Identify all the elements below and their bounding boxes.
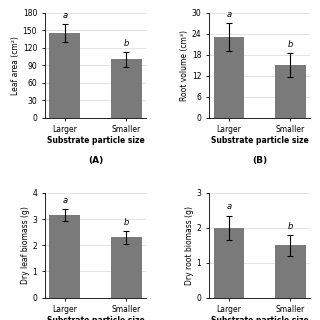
Y-axis label: Dry root biomass (g): Dry root biomass (g) <box>185 206 194 285</box>
Text: b: b <box>288 40 293 49</box>
Bar <box>275 65 306 117</box>
Text: b: b <box>124 39 129 48</box>
X-axis label: Substrate particle size: Substrate particle size <box>211 316 308 320</box>
Text: (B): (B) <box>252 156 267 165</box>
Text: a: a <box>62 196 67 205</box>
Bar <box>111 59 141 117</box>
Text: (A): (A) <box>88 156 103 165</box>
Text: a: a <box>227 202 232 212</box>
Bar <box>275 245 306 298</box>
X-axis label: Substrate particle size: Substrate particle size <box>211 136 308 145</box>
Bar <box>49 33 80 117</box>
X-axis label: Substrate particle size: Substrate particle size <box>47 316 144 320</box>
Bar <box>111 237 141 298</box>
Bar <box>214 228 244 298</box>
Bar <box>214 37 244 117</box>
Bar <box>49 215 80 298</box>
Text: b: b <box>288 221 293 231</box>
Y-axis label: Root volume (cm³): Root volume (cm³) <box>180 30 189 101</box>
Y-axis label: Leaf area (cm²): Leaf area (cm²) <box>11 36 20 95</box>
Text: b: b <box>124 218 129 227</box>
Text: a: a <box>62 11 67 20</box>
X-axis label: Substrate particle size: Substrate particle size <box>47 136 144 145</box>
Text: a: a <box>227 10 232 19</box>
Y-axis label: Dry leaf biomass (g): Dry leaf biomass (g) <box>20 206 29 284</box>
